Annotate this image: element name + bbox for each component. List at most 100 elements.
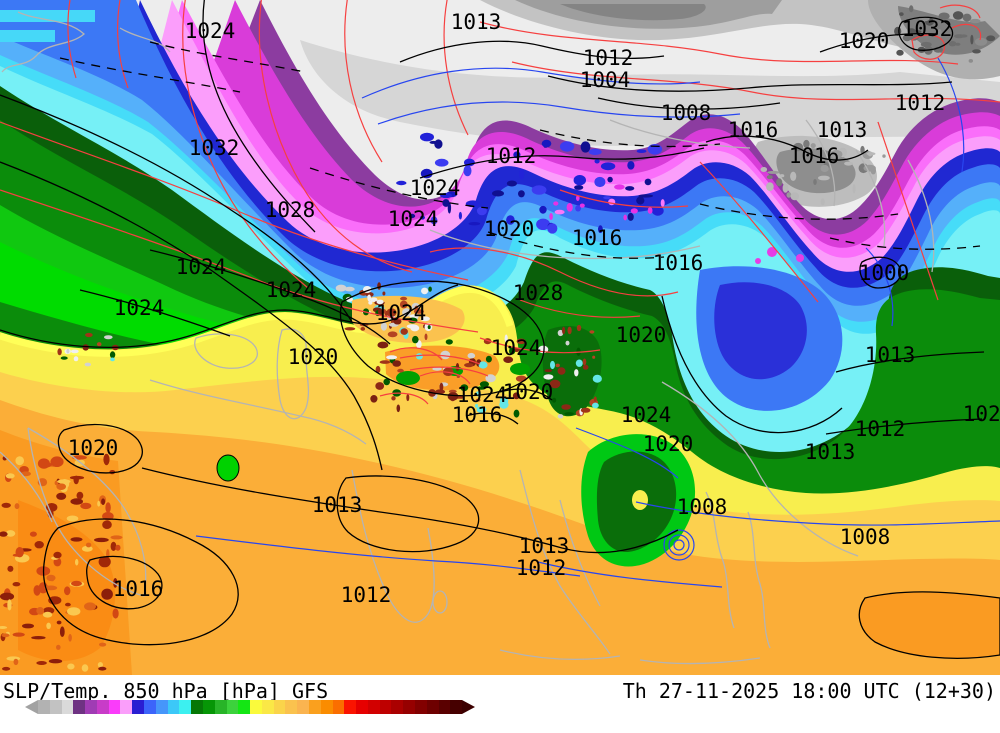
- colorbar-segment: [297, 700, 309, 714]
- terrain-speckle: [541, 139, 552, 148]
- terrain-speckle: [603, 196, 611, 200]
- terrain-speckle: [82, 344, 89, 351]
- terrain-speckle: [539, 205, 547, 214]
- terrain-speckle: [7, 599, 12, 611]
- terrain-speckle: [660, 199, 665, 207]
- terrain-speckle: [44, 585, 58, 591]
- pressure-label: 1008: [661, 101, 712, 125]
- terrain-speckle: [5, 530, 16, 537]
- terrain-speckle: [434, 389, 446, 395]
- terrain-speckle: [565, 340, 570, 346]
- terrain-speckle: [636, 196, 645, 205]
- terrain-speckle: [767, 170, 780, 174]
- terrain-speckle: [948, 41, 957, 47]
- terrain-speckle: [377, 341, 389, 349]
- terrain-speckle: [36, 607, 45, 615]
- terrain-speckle: [909, 5, 914, 13]
- terrain-speckle: [564, 412, 574, 416]
- terrain-speckle: [647, 207, 653, 214]
- terrain-speckle: [506, 215, 515, 225]
- terrain-speckle: [104, 335, 113, 340]
- terrain-speckle: [84, 362, 92, 367]
- pressure-label: 1024: [114, 296, 165, 320]
- terrain-speckle: [420, 316, 430, 322]
- terrain-speckle: [475, 398, 481, 402]
- pressure-label: 1012: [486, 144, 537, 168]
- pressure-label: 1013: [805, 440, 856, 464]
- terrain-speckle: [550, 360, 555, 370]
- terrain-speckle: [375, 365, 381, 374]
- colorbar-segment: [403, 700, 415, 714]
- terrain-speckle: [102, 520, 112, 529]
- pressure-label: 1024: [176, 255, 227, 279]
- terrain-speckle: [593, 396, 597, 403]
- terrain-speckle: [566, 203, 573, 212]
- terrain-speckle: [71, 580, 82, 587]
- terrain-speckle: [455, 363, 460, 372]
- terrain-speckle: [567, 326, 572, 335]
- terrain-speckle: [936, 29, 942, 38]
- terrain-speckle: [370, 395, 378, 403]
- terrain-speckle: [627, 212, 634, 221]
- terrain-speckle: [442, 199, 450, 207]
- terrain-speckle: [434, 158, 449, 167]
- terrain-speckle: [955, 42, 961, 46]
- pressure-label: 1032: [902, 17, 953, 41]
- terrain-speckle: [790, 171, 797, 181]
- terrain-speckle: [970, 34, 974, 45]
- terrain-speckle: [899, 12, 904, 16]
- terrain-speckle: [94, 537, 109, 543]
- terrain-speckle: [73, 356, 79, 362]
- terrain-speckle: [478, 361, 488, 369]
- terrain-speckle: [554, 209, 565, 215]
- terrain-speckle: [33, 585, 41, 596]
- colorbar-segment: [391, 700, 404, 714]
- terrain-speckle: [627, 161, 635, 170]
- terrain-speckle: [380, 322, 387, 331]
- terrain-speckle: [813, 179, 817, 185]
- colorbar-segment: [367, 700, 380, 714]
- pressure-label: 1016: [572, 226, 623, 250]
- colorbar-segment: [167, 700, 180, 714]
- pressure-label: 1024: [266, 278, 317, 302]
- terrain-speckle: [420, 215, 425, 220]
- terrain-speckle: [15, 547, 24, 558]
- terrain-speckle: [393, 318, 402, 325]
- terrain-speckle: [575, 359, 583, 367]
- pressure-label: 1013: [451, 10, 502, 34]
- terrain-speckle: [109, 351, 116, 359]
- terrain-speckle: [112, 608, 119, 619]
- terrain-speckle: [803, 139, 810, 149]
- terrain-speckle: [467, 352, 476, 359]
- terrain-speckle: [580, 407, 591, 413]
- pressure-label: 1024: [185, 19, 236, 43]
- terrain-speckle: [40, 462, 52, 468]
- colorbar-segment: [38, 700, 50, 714]
- terrain-speckle: [14, 503, 20, 510]
- terrain-speckle: [552, 397, 557, 403]
- colorbar-segment: [273, 700, 286, 714]
- terrain-speckle: [12, 582, 21, 587]
- terrain-speckle: [962, 13, 972, 22]
- terrain-speckle: [547, 223, 558, 234]
- terrain-speckle: [588, 148, 602, 155]
- terrain-speckle: [508, 347, 516, 355]
- terrain-speckle: [80, 502, 92, 510]
- terrain-speckle: [344, 327, 356, 331]
- terrain-speckle: [377, 282, 381, 290]
- terrain-speckle: [370, 297, 378, 303]
- terrain-speckle: [7, 565, 14, 572]
- terrain-speckle: [56, 483, 66, 490]
- terrain-speckle: [335, 284, 347, 292]
- pressure-label: 1012: [855, 417, 906, 441]
- colorbar-left-arrow: [25, 700, 38, 714]
- terrain-speckle: [432, 367, 442, 371]
- colorbar-segment: [61, 700, 74, 714]
- colorbar-segment: [155, 700, 168, 714]
- terrain-speckle: [479, 381, 489, 388]
- terrain-speckle: [607, 176, 613, 183]
- terrain-speckle: [598, 225, 603, 234]
- terrain-speckle: [69, 475, 85, 480]
- terrain-speckle: [2, 666, 11, 671]
- pressure-label: 1032: [189, 136, 240, 160]
